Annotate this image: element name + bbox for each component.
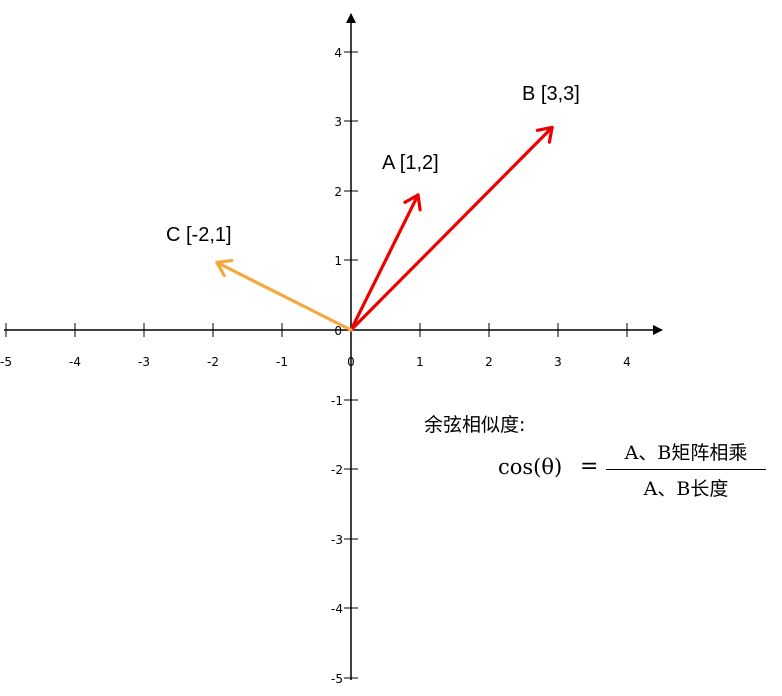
- formula-denominator: A、B长度: [643, 478, 729, 500]
- vector-c: [215, 258, 353, 332]
- vector-a: [349, 193, 422, 332]
- y-tick-label: 4: [334, 46, 342, 60]
- y-tick-label: -5: [331, 672, 343, 686]
- vector-c-label: C [-2,1]: [166, 224, 232, 246]
- x-tick-label: 4: [623, 355, 631, 369]
- y-tick-label: -3: [331, 533, 343, 547]
- x-tick-label: 1: [416, 355, 424, 369]
- vector-b-label: B [3,3]: [522, 83, 580, 105]
- formula-lhs: cos(θ): [498, 455, 563, 479]
- y-tick-label: -1: [331, 394, 343, 408]
- y-tick-label: 3: [334, 115, 342, 129]
- formula-equals: =: [580, 454, 599, 479]
- x-tick-label: 0: [347, 355, 355, 369]
- y-tick-label: 1: [334, 254, 342, 268]
- vector-b: [349, 125, 554, 332]
- x-tick-label: -5: [0, 355, 12, 369]
- x-tick-label: -3: [138, 355, 150, 369]
- formula-numerator: A、B矩阵相乘: [624, 442, 748, 464]
- y-ticks: [344, 51, 358, 679]
- x-tick-label: -1: [276, 355, 288, 369]
- vector-a-label: A [1,2]: [382, 152, 439, 174]
- x-tick-label: -4: [69, 355, 81, 369]
- y-tick-label: -2: [331, 463, 343, 477]
- origin-label: 0: [334, 324, 342, 338]
- x-ticks: [5, 323, 628, 337]
- x-tick-label: 2: [485, 355, 493, 369]
- formula-title: 余弦相似度:: [424, 414, 526, 436]
- fraction-bar: [606, 469, 766, 470]
- y-tick-label: -4: [331, 602, 343, 616]
- cosine-formula: cos(θ) = A、B矩阵相乘 A、B长度: [498, 438, 778, 508]
- x-tick-label: -2: [207, 355, 219, 369]
- y-tick-label: 2: [334, 185, 342, 199]
- x-tick-label: 3: [554, 355, 562, 369]
